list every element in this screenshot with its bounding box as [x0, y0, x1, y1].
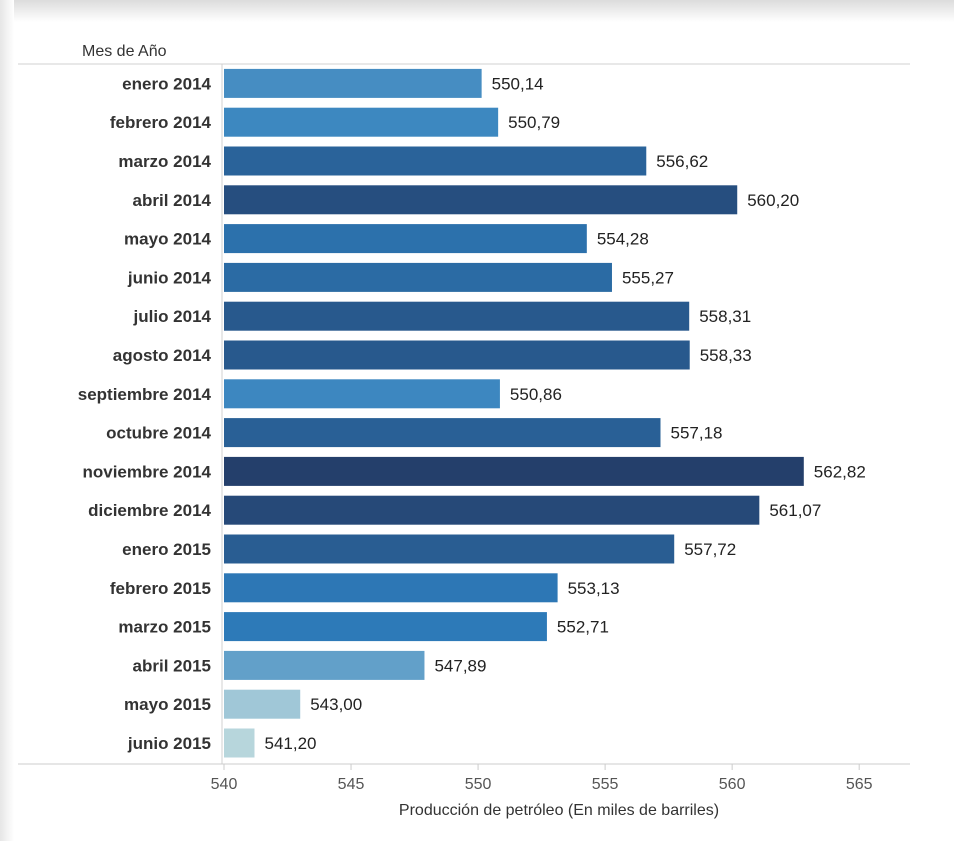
value-label-marzo-2014: 556,62	[656, 152, 708, 171]
x-axis-title: Producción de petróleo (En miles de barr…	[399, 802, 719, 819]
category-label-junio-2015: junio 2015	[127, 734, 211, 753]
bar-diciembre-2014[interactable]	[224, 495, 760, 525]
value-label-agosto-2014: 558,33	[700, 346, 752, 365]
value-label-febrero-2015: 553,13	[568, 579, 620, 598]
category-label-enero-2014: enero 2014	[122, 74, 211, 93]
value-label-mayo-2015: 543,00	[310, 695, 362, 714]
bar-mayo-2014[interactable]	[224, 224, 587, 254]
value-label-abril-2015: 547,89	[434, 656, 486, 675]
category-label-octubre-2014: octubre 2014	[106, 424, 211, 443]
x-tick-label-565: 565	[846, 776, 873, 793]
category-label-abril-2014: abril 2014	[133, 191, 212, 210]
bars-group: enero 2014 550,14 febrero 2014 550,79 marzo …	[78, 68, 866, 758]
value-label-mayo-2014: 554,28	[597, 230, 649, 249]
x-tick-label-545: 545	[338, 776, 365, 793]
bar-noviembre-2014[interactable]	[224, 456, 804, 486]
frame-shadow-top	[0, 0, 954, 22]
x-tick-label-540: 540	[211, 776, 238, 793]
value-label-diciembre-2014: 561,07	[769, 501, 821, 520]
category-label-septiembre-2014: septiembre 2014	[78, 385, 212, 404]
category-label-julio-2014: julio 2014	[133, 307, 212, 326]
category-label-agosto-2014: agosto 2014	[113, 346, 212, 365]
x-tick-label-550: 550	[465, 776, 492, 793]
category-label-mayo-2014: mayo 2014	[124, 230, 211, 249]
bar-enero-2015[interactable]	[224, 534, 675, 564]
bar-mayo-2015[interactable]	[224, 689, 301, 719]
category-label-febrero-2014: febrero 2014	[110, 113, 212, 132]
category-label-mayo-2015: mayo 2015	[124, 695, 211, 714]
category-label-junio-2014: junio 2014	[127, 268, 212, 287]
bar-julio-2014[interactable]	[224, 301, 690, 331]
category-label-febrero-2015: febrero 2015	[110, 579, 211, 598]
value-label-noviembre-2014: 562,82	[814, 462, 866, 481]
value-label-octubre-2014: 557,18	[670, 424, 722, 443]
bar-agosto-2014[interactable]	[224, 340, 690, 370]
row-header: Mes de Año	[82, 43, 167, 60]
value-label-febrero-2014: 550,79	[508, 113, 560, 132]
category-label-enero-2015: enero 2015	[122, 540, 211, 559]
bar-marzo-2014[interactable]	[224, 146, 647, 176]
bar-marzo-2015[interactable]	[224, 612, 547, 642]
category-label-noviembre-2014: noviembre 2014	[82, 462, 211, 481]
value-label-enero-2014: 550,14	[492, 74, 544, 93]
value-label-septiembre-2014: 550,86	[510, 385, 562, 404]
bar-enero-2014[interactable]	[224, 68, 482, 98]
category-label-marzo-2015: marzo 2015	[118, 618, 211, 637]
value-label-marzo-2015: 552,71	[557, 618, 609, 637]
bar-septiembre-2014[interactable]	[224, 379, 500, 409]
bar-junio-2015[interactable]	[224, 728, 255, 758]
bar-febrero-2014[interactable]	[224, 107, 499, 137]
value-label-abril-2014: 560,20	[747, 191, 799, 210]
bar-febrero-2015[interactable]	[224, 573, 558, 603]
x-tick-label-555: 555	[592, 776, 619, 793]
value-label-junio-2015: 541,20	[264, 734, 316, 753]
category-label-diciembre-2014: diciembre 2014	[88, 501, 211, 520]
x-tick-label-560: 560	[719, 776, 746, 793]
category-label-marzo-2014: marzo 2014	[118, 152, 211, 171]
bar-abril-2015[interactable]	[224, 650, 425, 680]
frame-shadow-left	[0, 0, 14, 841]
x-axis-ticks: 540 545 550 555 560 565	[211, 764, 873, 793]
bar-junio-2014[interactable]	[224, 262, 612, 292]
category-label-abril-2015: abril 2015	[133, 656, 211, 675]
value-label-julio-2014: 558,31	[699, 307, 751, 326]
bar-octubre-2014[interactable]	[224, 418, 661, 448]
value-label-junio-2014: 555,27	[622, 268, 674, 287]
value-label-enero-2015: 557,72	[684, 540, 736, 559]
bar-abril-2014[interactable]	[224, 185, 738, 215]
